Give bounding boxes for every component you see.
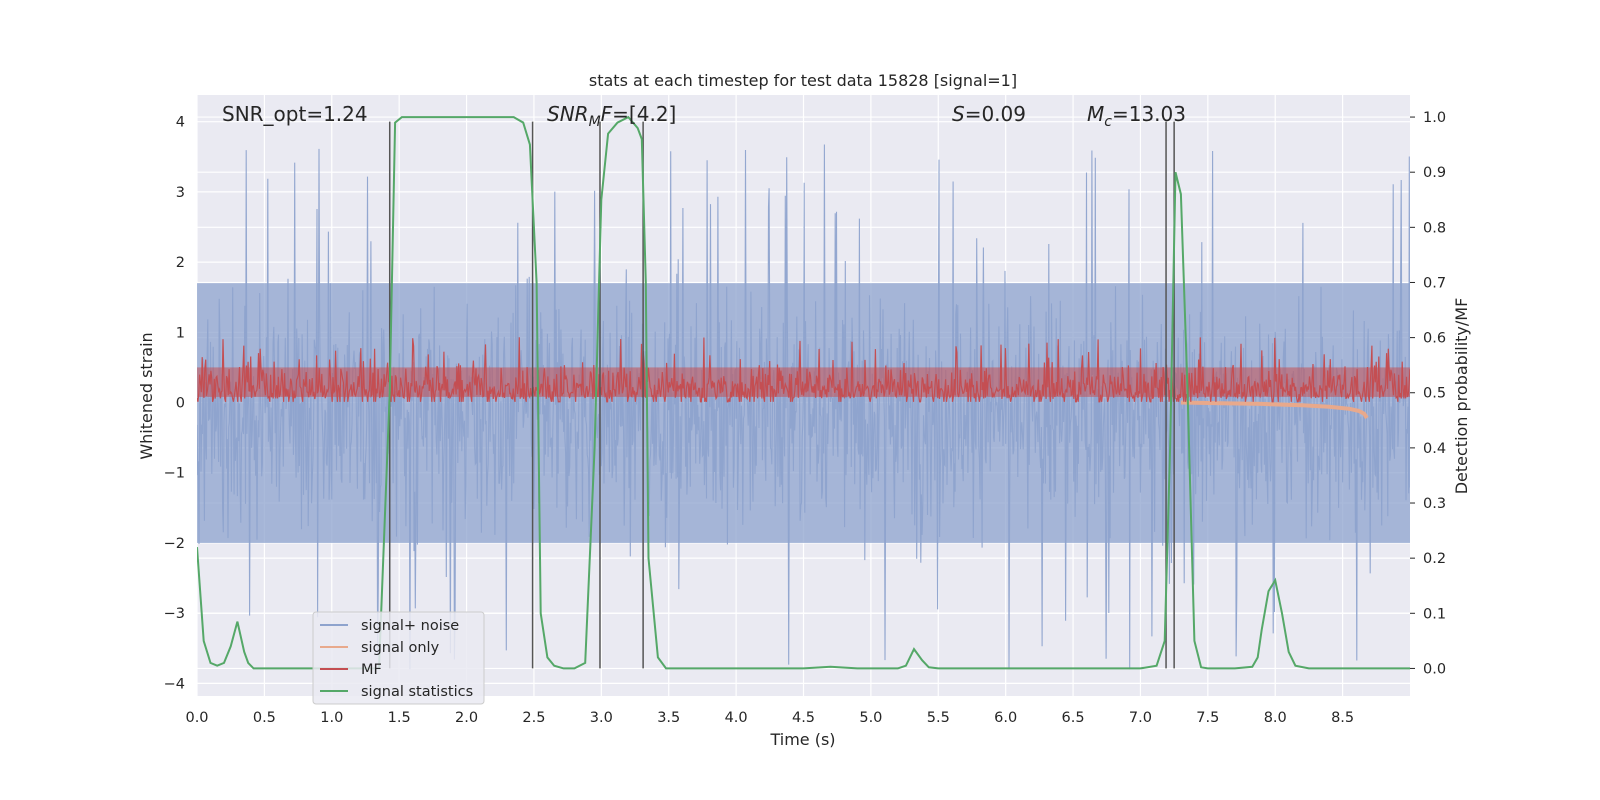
x-tick-label: 8.5 [1331, 710, 1354, 726]
legend-label-signal-only: signal only [361, 640, 440, 656]
x-axis-ticks: 0.0 0.5 1.0 1.5 2.0 2.5 3.0 3.5 4.0 4.5 5.0 5.5 6.0 6… [185, 710, 1354, 726]
x-tick-label: 6.0 [994, 710, 1017, 726]
x-tick-label: 7.0 [1129, 710, 1152, 726]
y-right-axis-ticks: 0.0 0.1 0.2 0.3 0.4 0.5 0.6 0.7 0.8 0.9 1.0 [1410, 110, 1446, 677]
annotation-snr-mf: SNRMF=[4.2] [547, 102, 676, 130]
signal-noise-band [197, 283, 1410, 543]
y-right-tick-label: 0.2 [1423, 551, 1446, 567]
y-left-tick-label: −1 [164, 466, 185, 482]
legend-label-mf: MF [361, 662, 382, 678]
x-tick-label: 6.5 [1062, 710, 1085, 726]
y-right-tick-label: 0.6 [1423, 331, 1446, 347]
y-right-tick-label: 0.9 [1423, 165, 1446, 181]
series-signal-noise [197, 144, 1410, 670]
annotation-mc: Mc=13.03 [1087, 102, 1186, 130]
y-left-tick-label: −2 [164, 536, 185, 552]
legend-label-signal-statistics: signal statistics [361, 684, 473, 700]
chart-title: stats at each timestep for test data 158… [589, 71, 1017, 90]
plot-area [197, 115, 1410, 670]
x-tick-label: 4.5 [792, 710, 815, 726]
x-tick-label: 1.5 [388, 710, 411, 726]
x-tick-label: 2.5 [522, 710, 545, 726]
y-right-axis-label: Detection probability/MF [1452, 298, 1471, 495]
y-left-tick-label: 3 [176, 185, 185, 201]
annotation-snr-opt: SNR_opt=1.24 [222, 102, 368, 126]
y-left-tick-label: 2 [176, 255, 185, 271]
x-tick-label: 5.5 [927, 710, 950, 726]
x-tick-label: 8.0 [1264, 710, 1287, 726]
x-tick-label: 5.0 [859, 710, 882, 726]
y-left-tick-label: 0 [176, 396, 185, 412]
y-right-tick-label: 0.8 [1423, 220, 1446, 236]
x-tick-label: 2.0 [455, 710, 478, 726]
y-right-tick-label: 0.1 [1423, 606, 1446, 622]
legend: signal+ noise signal only MF signal stat… [312, 611, 485, 705]
signal-only-line [1180, 400, 1369, 420]
x-tick-label: 3.0 [590, 710, 613, 726]
legend-box [312, 611, 485, 705]
x-axis-label: Time (s) [769, 730, 835, 749]
x-tick-label: 0.5 [253, 710, 276, 726]
x-tick-label: 3.5 [657, 710, 680, 726]
y-right-tick-label: 1.0 [1423, 110, 1446, 126]
y-left-tick-label: −3 [164, 606, 185, 622]
series-signal-only [1180, 400, 1369, 420]
mf-band [197, 367, 1410, 397]
y-left-tick-label: −4 [164, 676, 185, 692]
y-right-tick-label: 0.3 [1423, 496, 1446, 512]
y-left-axis-label: Whitened strain [137, 332, 156, 459]
x-tick-label: 4.0 [725, 710, 748, 726]
y-left-axis-ticks: −4 −3 −2 −1 0 1 2 3 4 [164, 115, 185, 693]
legend-label-signal-noise: signal+ noise [361, 618, 459, 634]
series-mf [197, 337, 1410, 403]
y-left-tick-label: 1 [176, 325, 185, 341]
x-tick-label: 7.5 [1196, 710, 1219, 726]
y-right-tick-label: 0.7 [1423, 275, 1446, 291]
x-tick-label: 1.0 [320, 710, 343, 726]
y-right-tick-label: 0.4 [1423, 441, 1446, 457]
y-right-tick-label: 0.0 [1423, 661, 1446, 677]
x-tick-label: 0.0 [185, 710, 208, 726]
annotation-s: S=0.09 [952, 102, 1026, 126]
y-right-tick-label: 0.5 [1423, 386, 1446, 402]
y-left-tick-label: 4 [176, 115, 185, 131]
